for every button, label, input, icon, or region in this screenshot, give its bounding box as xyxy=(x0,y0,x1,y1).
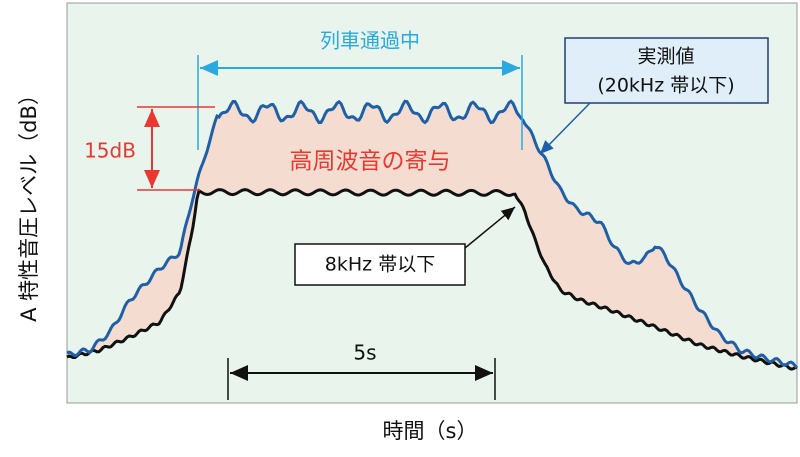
x-axis-label: 時間（s） xyxy=(383,419,478,443)
measured-label: (20kHz 帯以下) xyxy=(597,75,734,97)
duration-label: 5s xyxy=(353,341,376,365)
y-axis-label: A 特性音圧レベル（dB） xyxy=(17,84,41,322)
measured-label: 実測値 xyxy=(637,46,694,68)
low-band-label: 8kHz 帯以下 xyxy=(325,254,435,276)
difference-label: 15dB xyxy=(84,139,136,163)
passing-label: 列車通過中 xyxy=(320,29,420,53)
low-band-pointer xyxy=(464,206,516,249)
contribution-label: 高周波音の寄与 xyxy=(290,149,451,175)
measured-box xyxy=(564,37,769,104)
measured-pointer xyxy=(539,102,591,155)
low-band-curve xyxy=(66,188,798,371)
low-band-box xyxy=(294,243,466,286)
measured-curve xyxy=(66,99,799,369)
contribution-area xyxy=(67,101,797,370)
